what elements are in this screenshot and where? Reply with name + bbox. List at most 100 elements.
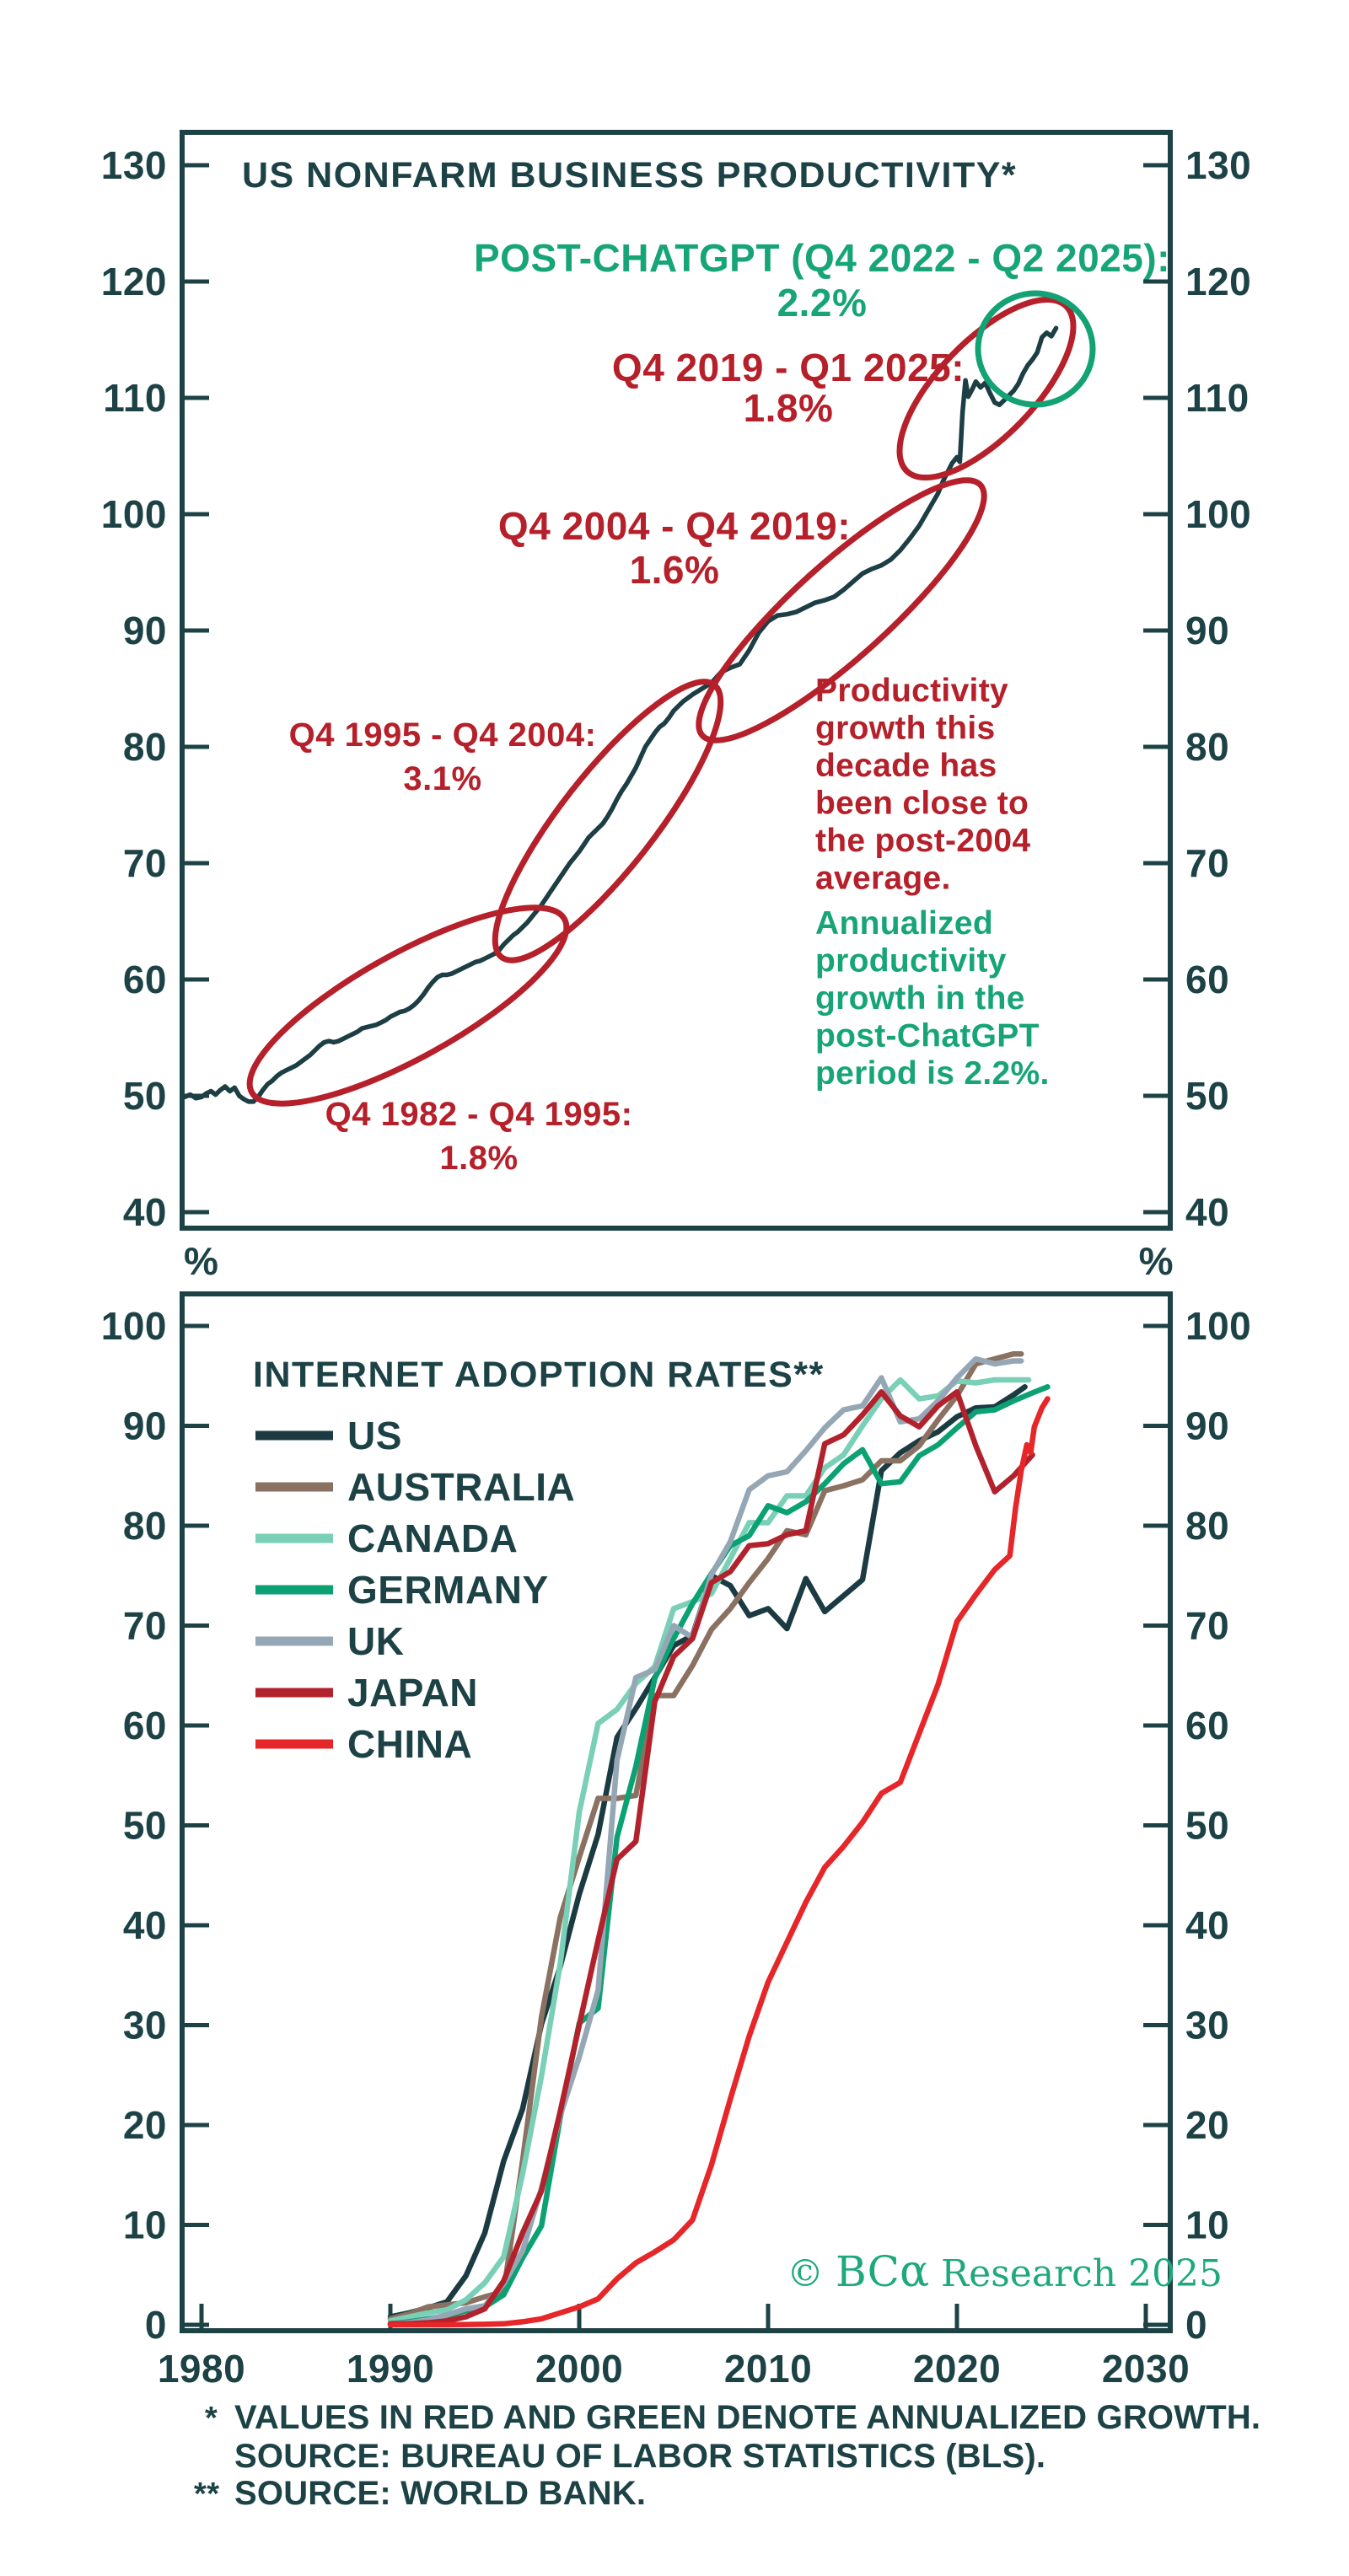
legend-label: JAPAN <box>347 1671 478 1715</box>
y-axis-label-left: 10 <box>123 2203 167 2247</box>
y-axis-label-left: 0 <box>145 2303 167 2347</box>
post-chatgpt-annotation: POST-CHATGPT (Q4 2022 - Q2 2025): <box>474 236 1170 280</box>
y-axis-label-left: 130 <box>101 143 167 187</box>
q4-2004-q4-2019-annotation: Q4 2004 - Q4 2019: <box>498 504 851 548</box>
y-axis-label-right: 100 <box>1185 492 1251 536</box>
ellipse-1982-1995 <box>246 904 570 1107</box>
y-axis-label-right: 130 <box>1185 143 1251 187</box>
y-axis-label-right: 100 <box>1185 1304 1251 1348</box>
y-axis-label-left: 100 <box>101 1304 167 1348</box>
y-axis-label-right: 120 <box>1185 260 1251 303</box>
y-axis-label-left: 70 <box>123 841 167 885</box>
q4-2004-q4-2019-annotation: 1.6% <box>630 548 720 592</box>
green-commentary: post-ChatGPT <box>815 1018 1040 1055</box>
footnote-marker: ** <box>194 2477 220 2512</box>
y-axis-label-left: 80 <box>123 1504 167 1548</box>
green-commentary: period is 2.2%. <box>815 1055 1050 1092</box>
q4-1982-q4-1995-annotation: Q4 1982 - Q4 1995: <box>325 1096 633 1133</box>
x-axis-label: 1990 <box>347 2347 434 2391</box>
legend-label: AUSTRALIA <box>347 1465 575 1509</box>
x-axis-label: 2010 <box>724 2347 812 2391</box>
x-axis-label: 1980 <box>158 2347 245 2391</box>
y-axis-label-left: 50 <box>123 1074 167 1118</box>
y-axis-label-right: 70 <box>1185 841 1229 885</box>
legend-label: US <box>347 1414 402 1457</box>
post-chatgpt-annotation: 2.2% <box>777 281 868 325</box>
y-axis-label-right: 70 <box>1185 1604 1229 1648</box>
y-axis-label-right: 40 <box>1185 1903 1229 1947</box>
y-axis-label-right: 60 <box>1185 1704 1229 1747</box>
legend-item-uk: UK <box>255 1619 404 1663</box>
q4-2019-q1-2025-annotation: Q4 2019 - Q1 2025: <box>612 346 965 389</box>
y-axis-label-right: 110 <box>1185 376 1250 420</box>
x-axis-label: 2020 <box>913 2347 1001 2391</box>
ellipse-1995-2004 <box>492 679 724 963</box>
y-axis-label-left: 70 <box>123 1604 167 1648</box>
legend-item-japan: JAPAN <box>255 1671 478 1715</box>
legend-item-australia: AUSTRALIA <box>255 1465 575 1509</box>
plot-frame <box>180 1291 1173 2333</box>
legend-label: UK <box>347 1619 404 1663</box>
percent-unit-left: % <box>184 1239 218 1283</box>
y-axis-label-right: 0 <box>1185 2303 1207 2347</box>
green-commentary: Annualized <box>815 905 993 942</box>
y-axis-label-left: 50 <box>123 1804 167 1848</box>
y-axis-label-right: 10 <box>1185 2203 1229 2247</box>
japan-line <box>387 1388 1035 2327</box>
y-axis-label-left: 20 <box>123 2103 167 2147</box>
footnote-text: SOURCE: BUREAU OF LABOR STATISTICS (BLS)… <box>234 2438 1045 2475</box>
green-commentary: productivity <box>815 943 1007 979</box>
y-axis-label-right: 40 <box>1185 1190 1229 1234</box>
ellipse-2004-2019 <box>696 477 987 743</box>
q4-1995-q4-2004-annotation: 3.1% <box>403 760 481 797</box>
green-commentary: growth in the <box>815 980 1025 1017</box>
canada-line <box>387 1377 1032 2324</box>
y-axis-label-left: 60 <box>123 958 167 1001</box>
y-axis-label-right: 90 <box>1185 1404 1229 1448</box>
footnote-text: SOURCE: WORLD BANK. <box>234 2475 646 2512</box>
legend-item-canada: CANADA <box>255 1516 518 1560</box>
bca-research-watermark: © BCα Research 2025 <box>787 2246 1223 2297</box>
footnotes: * VALUES IN RED AND GREEN DENOTE ANNUALIZ… <box>194 2399 1260 2512</box>
y-axis-label-left: 40 <box>123 1903 167 1947</box>
y-axis-label-right: 50 <box>1185 1074 1229 1118</box>
y-axis-label-left: 30 <box>123 2004 167 2047</box>
bottom-chart-title: INTERNET ADOPTION RATES** <box>253 1355 825 1395</box>
y-axis-label-right: 80 <box>1185 1504 1229 1548</box>
china-line <box>387 1396 1051 2328</box>
y-axis-label-right: 20 <box>1185 2103 1229 2147</box>
y-axis-label-right: 90 <box>1185 609 1229 652</box>
percent-unit-right: % <box>1139 1239 1174 1283</box>
red-commentary: the post-2004 <box>815 823 1030 859</box>
x-axis-label: 2030 <box>1102 2347 1190 2391</box>
q4-1982-q4-1995-annotation: 1.8% <box>439 1140 518 1177</box>
ellipse-2019-2025 <box>896 296 1077 481</box>
top-chart-title: US NONFARM BUSINESS PRODUCTIVITY* <box>242 155 1017 196</box>
q4-2019-q1-2025-annotation: 1.8% <box>744 386 834 430</box>
plot-frame <box>180 130 1173 1231</box>
red-commentary: decade has <box>815 748 997 784</box>
x-axis-label: 2000 <box>535 2347 623 2391</box>
legend-label: GERMANY <box>347 1568 549 1612</box>
legend-item-us: US <box>255 1414 402 1457</box>
q4-1995-q4-2004-annotation: Q4 1995 - Q4 2004: <box>289 716 597 754</box>
y-axis-label-right: 50 <box>1185 1804 1229 1848</box>
legend-label: CHINA <box>347 1722 472 1766</box>
y-axis-label-left: 80 <box>123 725 167 769</box>
legend: US AUSTRALIA CANADA GERMANY UK JAPAN CHINA <box>255 1414 575 1766</box>
red-commentary: average. <box>815 861 951 897</box>
footnote-marker: * <box>205 2401 218 2436</box>
y-axis-label-right: 60 <box>1185 958 1229 1001</box>
red-commentary: growth this <box>815 711 995 747</box>
y-axis-label-left: 90 <box>123 1404 167 1448</box>
footnote-text: VALUES IN RED AND GREEN DENOTE ANNUALIZE… <box>234 2399 1260 2436</box>
circle-post-chatgpt <box>975 290 1096 408</box>
productivity-chart-panel: 130 130 120 120 110 110 100 100 90 90 80 80 70 70 60 60… <box>101 130 1251 1234</box>
red-commentary: been close to <box>815 786 1029 822</box>
y-axis-label-left: 120 <box>101 260 167 303</box>
y-axis-label-left: 60 <box>123 1704 167 1747</box>
legend-label: CANADA <box>347 1516 518 1560</box>
